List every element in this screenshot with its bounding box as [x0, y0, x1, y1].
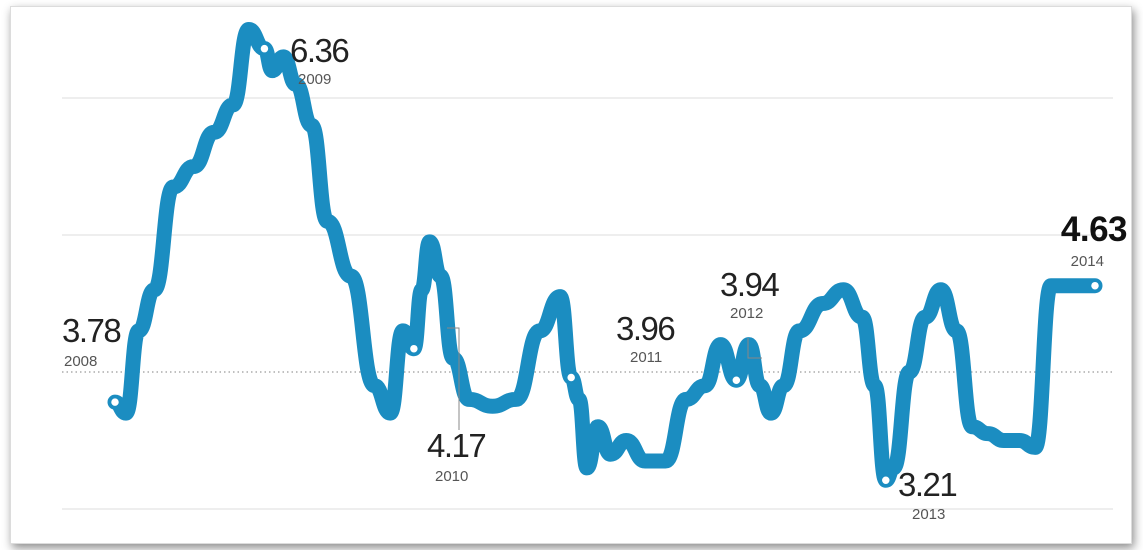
leader-line-2010 [447, 327, 460, 430]
data-label-year-2011: 2011 [630, 349, 662, 366]
data-label-year-2008: 2008 [64, 353, 97, 370]
data-label-year-2014: 2014 [1071, 253, 1104, 270]
point-marker-2014 [1089, 280, 1101, 291]
data-label-value-2010: 4.17 [427, 427, 485, 464]
data-label-value-2009: 6.36 [290, 32, 348, 69]
point-marker-2012 [731, 374, 742, 386]
data-label-value-2014: 4.63 [1061, 210, 1127, 249]
data-label-value-2013: 3.21 [898, 466, 956, 503]
data-label-year-2013: 2013 [912, 506, 945, 523]
data-label-year-2012: 2012 [730, 305, 763, 322]
point-marker-2011 [565, 372, 577, 383]
data-label-year-2009: 2009 [298, 71, 331, 88]
point-marker-2008 [109, 396, 121, 408]
data-label-value-2012: 3.94 [720, 266, 779, 303]
data-label-year-2010: 2010 [435, 468, 468, 485]
data-label-value-2008: 3.78 [62, 312, 120, 349]
data-label-value-2011: 3.96 [616, 310, 674, 347]
point-marker-2010 [408, 343, 420, 354]
leader-line-2012 [747, 338, 762, 359]
chart-frame [10, 6, 1132, 544]
point-marker-2009 [259, 43, 270, 54]
point-marker-2013 [880, 474, 892, 486]
series-line [107, 22, 1103, 488]
